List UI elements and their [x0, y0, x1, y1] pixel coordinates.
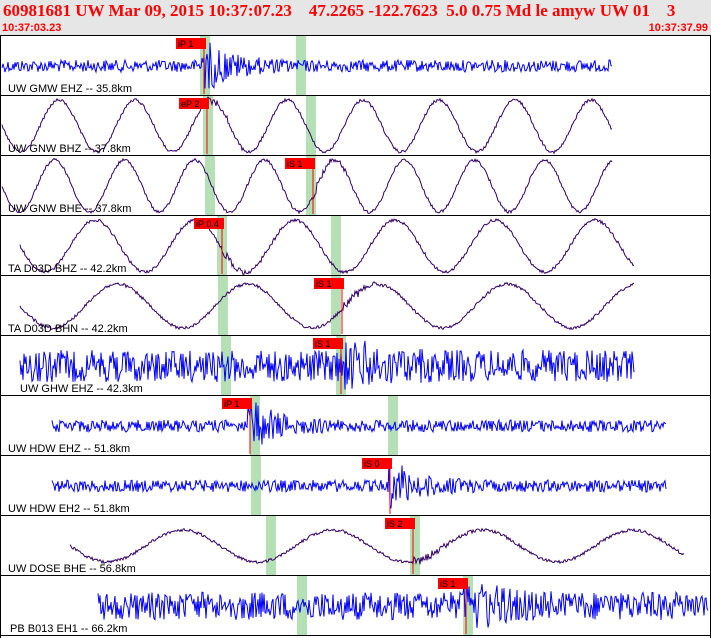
- pick-label-box[interactable]: [176, 38, 206, 49]
- time-window-1: [297, 576, 307, 636]
- trace-panel-2[interactable]: eP 2 UW GNW BHZ -- 37.8km: [0, 96, 711, 156]
- pick-label-box[interactable]: [285, 158, 315, 169]
- pick-label-box[interactable]: [222, 398, 252, 409]
- trace-panel-9[interactable]: iS 2 UW DOSE BHE -- 56.8km: [0, 516, 711, 576]
- station-label: UW HDW EHZ -- 51.8km: [8, 443, 130, 455]
- waveform-trace: [51, 400, 667, 445]
- time-window-1: [266, 516, 276, 576]
- station-label: TA D03D BHN -- 42.2km: [8, 323, 128, 335]
- time-window-2: [463, 576, 473, 636]
- pick-label-box[interactable]: [194, 218, 224, 229]
- station-label: UW GMW EHZ -- 35.8km: [8, 83, 132, 95]
- time-window-1: [218, 276, 228, 336]
- seismogram-header: 60981681 UW Mar 09, 2015 10:37:07.23 47.…: [0, 0, 711, 36]
- waveform-trace: [51, 460, 667, 509]
- pick-label: iS 0: [364, 459, 380, 469]
- pick-label: iP 0.4: [196, 219, 219, 229]
- waveform-trace: [1, 96, 613, 155]
- station-label: UW DOSE BHE -- 56.8km: [8, 563, 136, 575]
- station-label: UW GNW BHE -- 37.8km: [8, 203, 131, 215]
- station-label: PB B013 EH1 -- 66.2km: [10, 623, 127, 635]
- station-label: UW GNW BHZ -- 37.8km: [8, 143, 131, 155]
- time-window-2: [410, 516, 420, 576]
- trace-panel-3[interactable]: iS 1 UW GNW BHE -- 37.8km: [0, 156, 711, 216]
- event-title: 60981681 UW Mar 09, 2015 10:37:07.23 47.…: [3, 1, 676, 20]
- trace-panel-7[interactable]: iP 1 UW HDW EHZ -- 51.8km: [0, 396, 711, 456]
- time-window-2: [388, 396, 398, 456]
- trace-panel-8[interactable]: iS 0 UW HDW EH2 -- 51.8km: [0, 456, 711, 516]
- pick-label-box[interactable]: [438, 578, 468, 589]
- waveform-trace: [19, 281, 635, 331]
- pick-label-box[interactable]: [314, 278, 344, 289]
- time-window-2: [331, 216, 341, 276]
- pick-label: iS 1: [287, 159, 303, 169]
- station-label: UW GHW EHZ -- 42.3km: [20, 383, 143, 395]
- station-label: UW HDW EH2 -- 51.8km: [8, 503, 130, 515]
- waveform-trace: [1, 157, 613, 215]
- pick-label: iS 1: [440, 579, 456, 589]
- pick-label: eP 2: [181, 99, 199, 109]
- pick-label: iS 2: [387, 519, 403, 529]
- pick-label: iS 1: [315, 339, 331, 349]
- time-window-1: [205, 156, 215, 216]
- time-window-2: [306, 156, 316, 216]
- waveform-trace: [1, 42, 613, 89]
- time-start-label: 10:37:03.23: [2, 22, 62, 34]
- trace-panel-10[interactable]: iS 1 PB B013 EH1 -- 66.2km: [0, 576, 711, 636]
- pick-label: iS 1: [316, 279, 332, 289]
- time-window-1: [203, 96, 213, 156]
- waveform-trace: [19, 340, 635, 390]
- station-label: TA D03D BHZ -- 42.2km: [8, 263, 126, 275]
- pick-label: iP 1: [178, 39, 193, 49]
- waveform-trace: [19, 217, 635, 275]
- trace-panel-6[interactable]: iS 1 UW GHW EHZ -- 42.3km: [0, 336, 711, 396]
- time-window-1: [200, 36, 210, 96]
- waveform-trace: [97, 584, 709, 628]
- waveform-trace: [69, 527, 685, 565]
- trace-panel-5[interactable]: iS 1 TA D03D BHN -- 42.2km: [0, 276, 711, 336]
- time-window-2: [331, 276, 341, 336]
- time-window-2: [306, 96, 316, 156]
- seismogram-plot[interactable]: iP 1 UW GMW EHZ -- 35.8km eP 2 UW GNW BHZ -…: [0, 36, 711, 638]
- pick-label-box[interactable]: [179, 98, 209, 109]
- trace-panel-4[interactable]: iP 0.4 TA D03D BHZ -- 42.2km: [0, 216, 711, 276]
- pick-label-box[interactable]: [362, 458, 392, 469]
- time-window-2: [296, 36, 306, 96]
- pick-label-box[interactable]: [313, 338, 343, 349]
- time-end-label: 10:37:37.99: [648, 22, 708, 34]
- trace-panel-1[interactable]: iP 1 UW GMW EHZ -- 35.8km: [0, 36, 711, 96]
- pick-label: iP 1: [224, 399, 239, 409]
- pick-label-box[interactable]: [385, 518, 415, 529]
